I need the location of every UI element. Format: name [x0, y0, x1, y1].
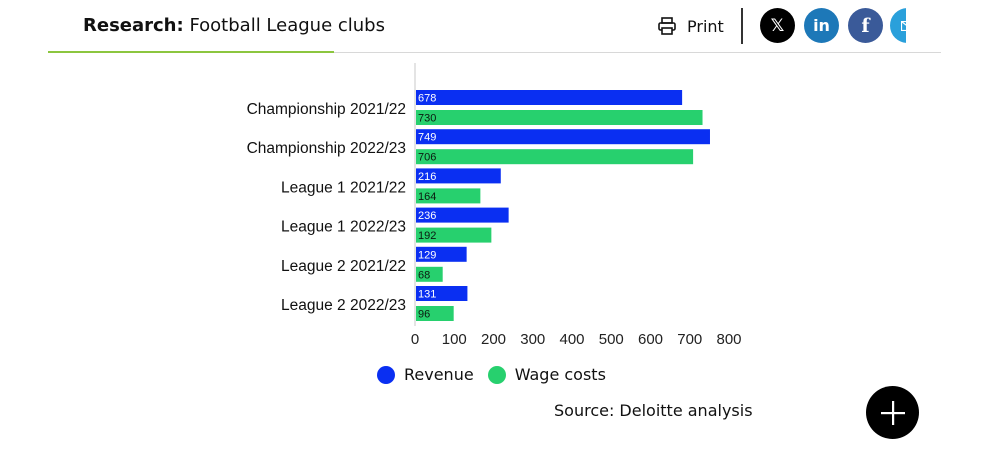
x-tick-label: 100: [442, 331, 467, 348]
data-label: 129: [418, 249, 436, 261]
data-label: 678: [418, 93, 436, 105]
source-note: Source: Deloitte analysis: [554, 401, 753, 420]
data-label: 131: [418, 289, 436, 301]
data-label: 164: [418, 191, 436, 203]
data-label: 706: [418, 152, 436, 164]
email-icon: [890, 8, 906, 43]
x-tick-label: 600: [638, 331, 663, 348]
category-label: League 1 2022/23: [281, 219, 406, 236]
x-tick-label: 400: [559, 331, 584, 348]
bar-wage-costs: [416, 227, 492, 243]
facebook-icon: f: [861, 14, 870, 37]
bar-revenue: [416, 168, 501, 184]
x-tick-label: 300: [520, 331, 545, 348]
x-tick-label: 200: [481, 331, 506, 348]
bar-wage-costs: [416, 266, 443, 282]
page-header: Research: Football League clubs Print 𝕏 …: [48, 0, 941, 53]
category-label: Championship 2022/23: [247, 140, 406, 157]
legend-label-wage-costs: Wage costs: [514, 365, 606, 384]
x-tick-label: 0: [411, 331, 419, 348]
data-label: 216: [418, 171, 436, 183]
title-prefix: Research:: [83, 15, 184, 36]
data-label: 96: [418, 309, 430, 321]
category-label: League 2 2021/22: [281, 258, 406, 275]
share-facebook-button[interactable]: f: [848, 8, 883, 43]
bar-revenue: [416, 129, 710, 145]
legend-item-revenue: Revenue: [377, 365, 474, 384]
expand-button[interactable]: [866, 386, 919, 439]
legend-swatch-wage-costs: [487, 365, 506, 384]
header-divider: [741, 8, 743, 44]
page-title: Research: Football League clubs: [83, 15, 385, 36]
bar-wage-costs: [416, 110, 703, 125]
plus-icon: [880, 400, 905, 425]
category-label: League 2 2022/23: [281, 297, 406, 314]
data-label: 236: [418, 210, 436, 222]
header-accent-line: [48, 51, 334, 53]
bar-revenue: [416, 90, 683, 105]
share-linkedin-button[interactable]: in: [804, 8, 839, 43]
linkedin-icon: in: [813, 16, 830, 35]
print-button[interactable]: Print: [657, 14, 724, 38]
data-label: 730: [418, 113, 436, 125]
x-tick-label: 500: [599, 331, 624, 348]
data-label: 192: [418, 230, 436, 242]
x-tick-label: 700: [677, 331, 702, 348]
x-icon: 𝕏: [770, 15, 785, 36]
share-x-button[interactable]: 𝕏: [760, 8, 795, 43]
title-text: Football League clubs: [189, 15, 385, 36]
print-label: Print: [687, 16, 724, 36]
share-email-button[interactable]: [890, 8, 906, 44]
chart-legend: Revenue Wage costs: [377, 365, 606, 384]
bar-wage-costs: [416, 149, 694, 165]
bar-revenue: [416, 207, 509, 223]
bar-wage-costs: [416, 188, 481, 204]
legend-swatch-revenue: [377, 365, 395, 384]
bar-revenue: [416, 246, 467, 262]
data-label: 749: [418, 132, 436, 144]
bar-revenue: [416, 286, 468, 301]
printer-icon: [657, 16, 677, 36]
x-tick-label: 800: [716, 331, 741, 348]
legend-item-wage-costs: Wage costs: [487, 365, 606, 384]
bar-wage-costs: [416, 306, 454, 321]
category-label: Championship 2021/22: [247, 101, 406, 118]
legend-label-revenue: Revenue: [404, 365, 474, 384]
category-label: League 1 2021/22: [281, 179, 406, 196]
data-label: 68: [418, 269, 430, 281]
